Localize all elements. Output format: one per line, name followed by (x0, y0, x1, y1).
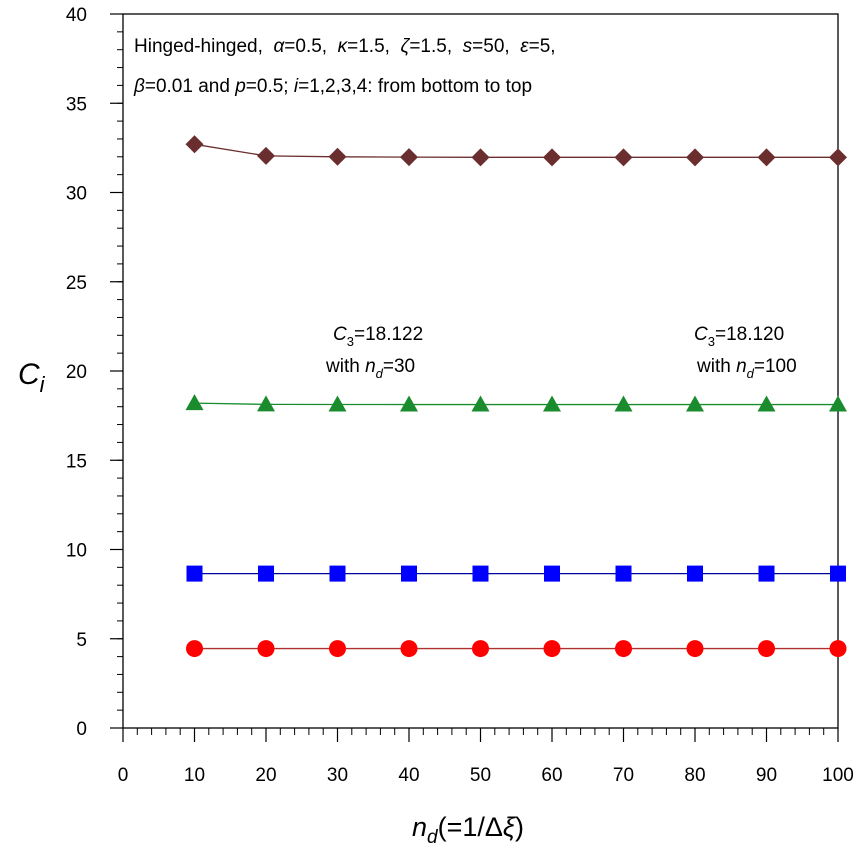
annotation-run: α (273, 36, 285, 57)
x-tick-label: 70 (613, 765, 634, 786)
series-1-point (686, 640, 704, 658)
series-4-point (185, 135, 204, 154)
annotation-line-1: Hinged-hinged, α=0.5, κ=1.5, ζ=1.5, s=50… (134, 36, 556, 57)
series-2-point (830, 565, 846, 582)
note-left-line1: C3=18.122 (333, 324, 423, 349)
x-tick-label: 30 (327, 765, 348, 786)
y-tick-label: 0 (76, 719, 87, 740)
note-right-line2: with nd=100 (696, 356, 797, 381)
y-tick-label: 35 (66, 94, 87, 115)
series-2-point (687, 565, 703, 582)
series-3-line (194, 402, 838, 406)
series-4-point (543, 148, 561, 167)
annotation-run: =5, (529, 36, 556, 57)
series-4-point (686, 148, 704, 167)
series-lines (194, 143, 838, 650)
series-4-point (829, 148, 847, 167)
series-4-point (328, 147, 347, 166)
series-1-point (329, 640, 346, 658)
series-2-point (258, 565, 274, 582)
series-1-point (400, 640, 418, 658)
y-tick-labels: 0 5 10 15 20 25 30 35 40 (66, 5, 87, 740)
series-2-point (615, 565, 632, 582)
x-tick-label: 90 (756, 765, 777, 786)
x-tick-label: 50 (470, 765, 491, 786)
annotation-run: =0.5; (246, 76, 294, 97)
y-axis-label: Ci (18, 358, 46, 397)
y-tick-label: 15 (66, 451, 87, 472)
annotation-run: i (294, 76, 299, 97)
series-4-point (471, 148, 490, 167)
y-tick-label: 25 (66, 273, 87, 294)
series-4-point (257, 146, 275, 165)
x-tick-label: 100 (822, 765, 854, 786)
note-right-line1: C3=18.120 (694, 324, 784, 349)
annotation-run: =1.5, (347, 36, 400, 57)
minor-ticks (117, 13, 839, 735)
series-1-point (615, 640, 632, 658)
series-3-point (757, 395, 776, 412)
y-tick-label: 10 (66, 541, 87, 562)
series-markers (185, 135, 847, 658)
x-axis-label: nd(=1/Δξ) (412, 812, 524, 848)
y-tick-label: 20 (66, 362, 87, 383)
annotation-run: =50, (472, 36, 520, 57)
x-tick-label: 10 (184, 765, 205, 786)
series-3-point (400, 395, 418, 412)
series-1-point (186, 640, 203, 658)
series-2-point (472, 565, 489, 582)
annotation-run: s (463, 36, 473, 57)
note-left-line2: with nd=30 (325, 356, 415, 381)
x-tick-label: 80 (684, 765, 705, 786)
series-1-point (257, 640, 275, 658)
x-tick-labels: 0 10 20 30 40 50 60 70 80 90 100 (118, 765, 854, 786)
series-1-point (472, 640, 489, 658)
x-tick-label: 40 (398, 765, 419, 786)
series-2-point (758, 565, 775, 582)
annotation-run: =1,2,3,4: from bottom to top (298, 76, 532, 97)
annotation-run: β (133, 76, 145, 97)
series-2-point (544, 565, 560, 582)
series-3-point (185, 394, 204, 411)
y-tick-label: 40 (66, 5, 87, 26)
annotation-run: ζ (401, 36, 411, 57)
series-4-line (194, 143, 838, 158)
major-ticks (110, 13, 839, 742)
annotation-run: κ (338, 36, 349, 57)
series-1-point (758, 640, 775, 658)
annotation-line-2: β=0.01 and p=0.5; i=1,2,3,4: from bottom… (133, 76, 532, 97)
annotation-run: =0.5, (284, 36, 337, 57)
annotation-run: =1.5, (409, 36, 462, 57)
series-3-point (686, 395, 704, 412)
series-4-point (400, 148, 418, 167)
series-4-point (614, 148, 633, 167)
y-tick-label: 30 (66, 184, 87, 205)
series-3-point (471, 395, 490, 412)
series-3-point (614, 395, 633, 412)
annotation-run: ε (520, 36, 529, 57)
series-3-point (829, 395, 847, 412)
series-1-point (829, 640, 847, 658)
series-3-point (328, 395, 347, 412)
annotation-run: Hinged-hinged, (134, 36, 273, 57)
series-4-point (757, 148, 776, 167)
series-3-point (257, 395, 275, 412)
y-tick-label: 5 (76, 630, 87, 651)
x-tick-label: 0 (118, 765, 129, 786)
series-2-point (186, 565, 203, 582)
series-2-point (401, 565, 417, 582)
x-tick-label: 60 (541, 765, 562, 786)
series-3-point (543, 395, 561, 412)
series-2-point (329, 565, 346, 582)
series-1-point (543, 640, 561, 658)
annotation-run: p (234, 76, 246, 97)
x-tick-label: 20 (255, 765, 276, 786)
annotation-run: =0.01 and (145, 76, 235, 97)
